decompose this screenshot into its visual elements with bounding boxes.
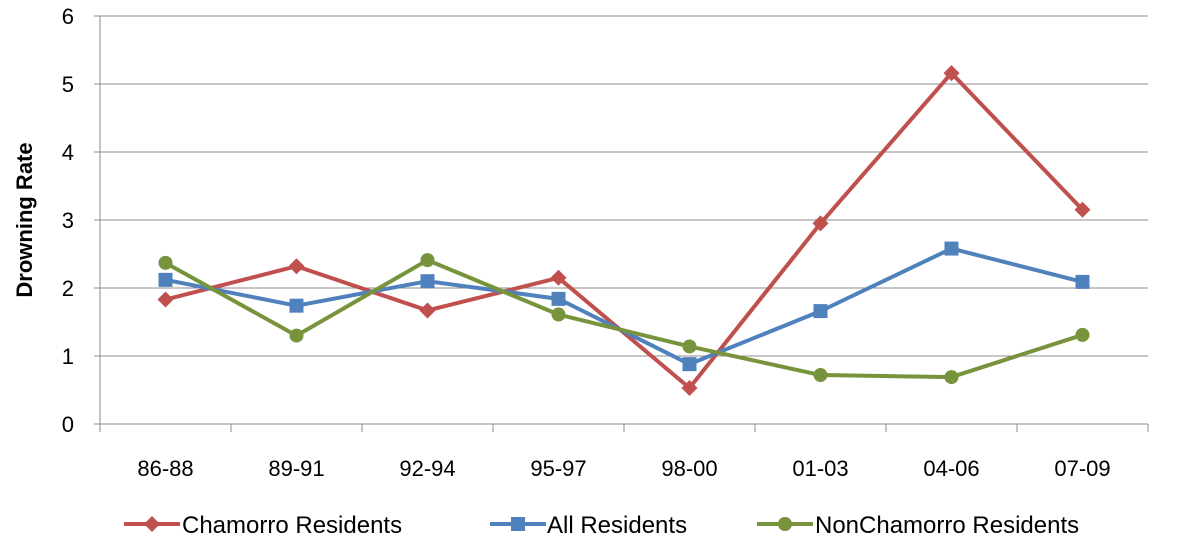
data-point [289,328,304,343]
data-point [550,269,567,286]
data-point [682,357,697,372]
data-point [158,255,173,270]
series-layer [157,65,1091,396]
legend-item: NonChamorro Residents [757,512,1079,539]
y-tick-label: 5 [62,72,74,97]
series-nonchamorro-residents [158,253,1090,385]
data-point [419,302,436,319]
data-point [944,370,959,385]
data-point [551,291,566,306]
x-tick-label: 89-91 [268,456,324,481]
x-tick-label: 04-06 [923,456,979,481]
x-tick-label: 86-88 [137,456,193,481]
x-tick-label: 95-97 [530,456,586,481]
data-point [289,298,304,313]
data-point [158,272,173,287]
legend-marker [778,517,792,531]
data-point [551,307,566,322]
legend-marker [511,517,525,531]
x-tick-label: 98-00 [661,456,717,481]
data-point [944,241,959,256]
legend-item: Chamorro Residents [124,512,402,539]
series-chamorro-residents [157,65,1091,396]
y-tick-label: 1 [62,344,74,369]
data-point [682,339,697,354]
data-point [812,215,829,232]
legend-label: NonChamorro Residents [815,512,1079,539]
legend-marker [144,516,160,532]
data-point [813,304,828,319]
data-point [288,258,305,275]
y-axis-ticks: 0 1 2 3 4 5 6 [62,4,100,437]
y-tick-label: 3 [62,208,74,233]
data-point [420,274,435,289]
legend: Chamorro Residents All Residents NonChamor… [124,512,1079,539]
data-point [157,291,174,308]
legend-item: All Residents [490,512,687,539]
series-line [164,258,1084,380]
series-line [165,71,1084,390]
data-point [1075,274,1090,289]
x-tick-label: 01-03 [792,456,848,481]
x-axis-ticks: 86-88 89-91 92-94 95-97 98-00 01-03 04-06 07-09 [99,424,1149,481]
y-tick-label: 2 [62,276,74,301]
data-point [681,379,698,396]
data-point [420,253,435,268]
y-tick-label: 4 [62,140,74,165]
data-point [1075,327,1090,342]
gridlines [100,15,1148,357]
x-tick-label: 07-09 [1054,456,1110,481]
data-point [943,65,960,82]
legend-label: Chamorro Residents [182,512,402,539]
y-tick-label: 6 [62,4,74,29]
y-axis-title: Drowning Rate [12,142,37,297]
data-point [813,368,828,383]
y-tick-label: 0 [62,412,74,437]
x-tick-label: 92-94 [399,456,455,481]
data-point [1074,201,1091,218]
legend-label: All Residents [547,512,687,539]
